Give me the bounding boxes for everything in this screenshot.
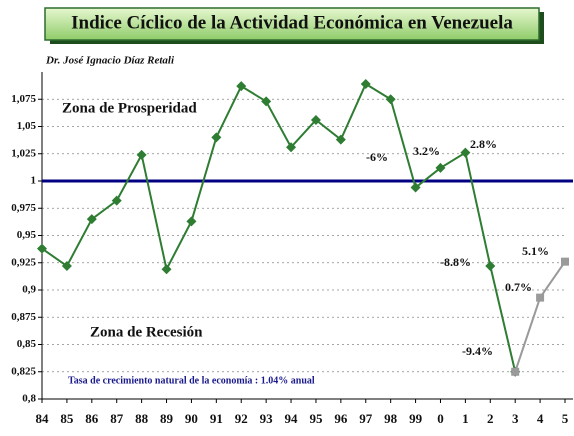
chart-title: Indice Cíclico de la Actividad Económica…: [71, 12, 513, 33]
marker: [536, 293, 545, 302]
annotation: -9.4%: [462, 344, 493, 358]
annotation: Zona de Prosperidad: [62, 100, 197, 116]
marker: [136, 149, 147, 160]
annotation: 0.7%: [505, 280, 532, 294]
marker: [161, 264, 172, 275]
x-tick-label: 85: [60, 411, 74, 426]
marker: [86, 214, 97, 225]
x-tick-label: 4: [537, 411, 544, 426]
y-tick-label: 0,9: [22, 284, 36, 296]
marker: [261, 96, 272, 107]
y-tick-label: 1,05: [17, 120, 37, 132]
x-tick-label: 92: [235, 411, 248, 426]
x-tick-label: 3: [512, 411, 519, 426]
annotation: -6%: [366, 150, 388, 164]
annotation: Zona de Recesión: [90, 324, 203, 340]
marker: [485, 261, 496, 272]
title-box: [44, 7, 540, 41]
y-tick-label: 0,925: [11, 256, 36, 268]
marker: [236, 81, 247, 92]
marker: [360, 78, 371, 89]
marker: [286, 142, 297, 153]
x-tick-label: 91: [210, 411, 223, 426]
x-tick-label: 93: [260, 411, 274, 426]
y-tick-label: 0,975: [11, 202, 36, 214]
annotation: Tasa de crecimiento natural de la econom…: [68, 375, 315, 386]
annotation: -8.8%: [440, 255, 471, 269]
x-tick-label: 0: [437, 411, 444, 426]
x-tick-label: 97: [359, 411, 373, 426]
x-tick-label: 84: [36, 411, 50, 426]
series-line: [514, 261, 566, 373]
marker: [61, 261, 72, 272]
y-tick-label: 1: [31, 175, 37, 187]
marker: [410, 182, 421, 193]
x-tick-label: 90: [185, 411, 198, 426]
x-tick-label: 95: [309, 411, 323, 426]
marker: [186, 216, 197, 227]
marker: [335, 134, 346, 145]
plot-area: 0,8 0,825 0,85 0,875 0,9 0,925 0,95 0,975 1 1,025…: [11, 72, 573, 426]
marker: [211, 132, 222, 143]
x-tick-label: 98: [384, 411, 398, 426]
y-tick-label: 1,025: [11, 147, 36, 159]
marker: [561, 257, 569, 266]
y-tick-label: 0,825: [11, 365, 36, 377]
marker: [310, 114, 321, 125]
marker: [435, 162, 446, 173]
x-tick-label: 1: [462, 411, 469, 426]
marker: [385, 94, 396, 105]
subtitle: Dr. José Ignacio Díaz Retali: [45, 55, 175, 67]
x-tick-label: 88: [135, 411, 149, 426]
x-tick-label: 86: [85, 411, 99, 426]
annotation: 2.8%: [470, 137, 497, 151]
x-tick-label: 89: [160, 411, 174, 426]
annotation: 3.2%: [413, 144, 440, 158]
marker: [37, 243, 47, 254]
y-tick-label: 0,8: [22, 393, 36, 405]
series-line: [41, 82, 517, 372]
y-tick-label: 0,95: [17, 229, 37, 241]
marker: [511, 367, 520, 376]
y-tick-label: 0,875: [11, 311, 36, 323]
x-tick-label: 5: [562, 411, 569, 426]
x-tick-label: 87: [110, 411, 124, 426]
y-tick-label: 1,075: [11, 93, 36, 105]
marker: [460, 147, 471, 158]
marker: [111, 195, 122, 206]
x-tick-label: 99: [409, 411, 423, 426]
y-tick-label: 0,85: [17, 338, 37, 350]
annotation: 5.1%: [522, 244, 549, 258]
x-tick-label: 96: [334, 411, 348, 426]
x-tick-label: 94: [285, 411, 299, 426]
x-tick-label: 2: [487, 411, 494, 426]
